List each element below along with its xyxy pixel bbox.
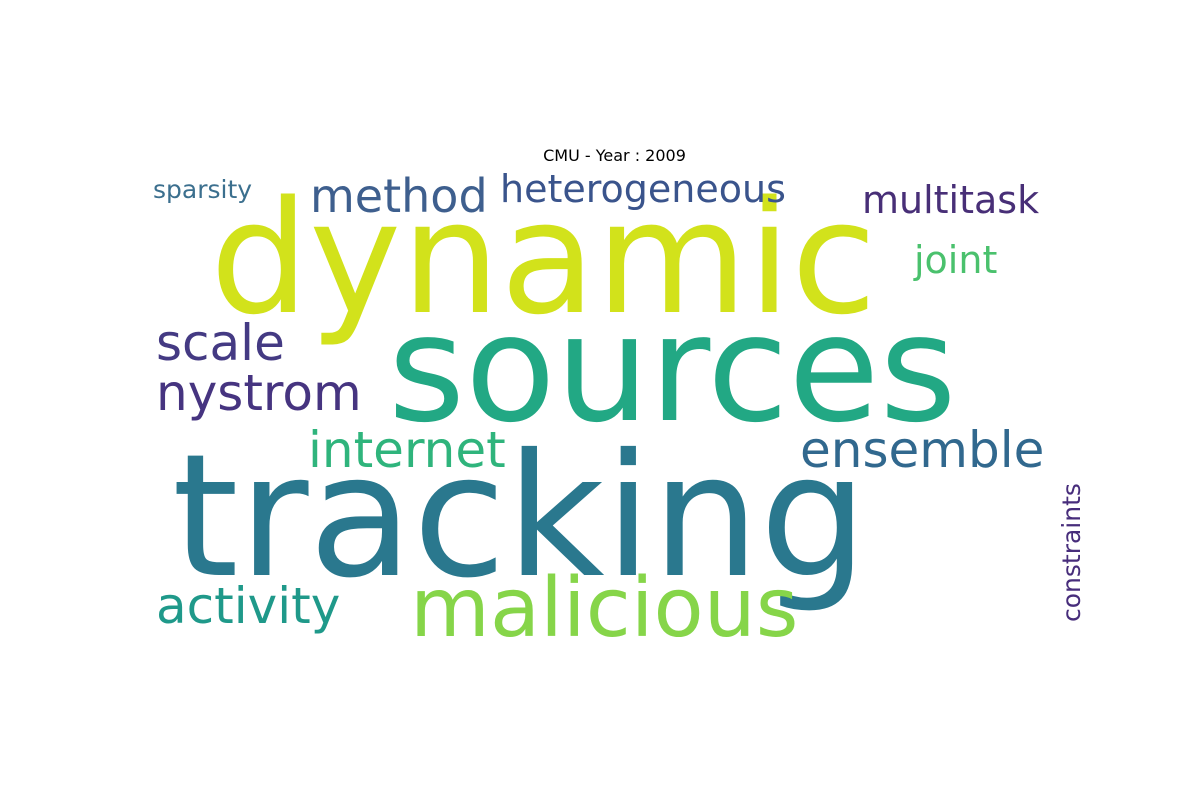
word-tracking: tracking [172,418,868,616]
word-method: method [310,169,488,223]
word-constraints: constraints [1057,483,1086,622]
word-dynamic: dynamic [210,167,877,349]
word-malicious: malicious [410,561,798,656]
word-multitask: multitask [862,178,1039,222]
word-sources: sources [388,283,957,455]
word-ensemble: ensemble [800,421,1044,479]
chart-title: CMU - Year : 2009 [543,146,686,165]
word-heterogeneous: heterogeneous [500,167,786,211]
word-sparsity: sparsity [153,175,252,204]
word-scale: scale [156,314,285,372]
word-joint: joint [913,238,997,282]
word-nystrom: nystrom [156,364,362,422]
word-internet: internet [308,421,506,479]
word-activity: activity [156,577,340,635]
